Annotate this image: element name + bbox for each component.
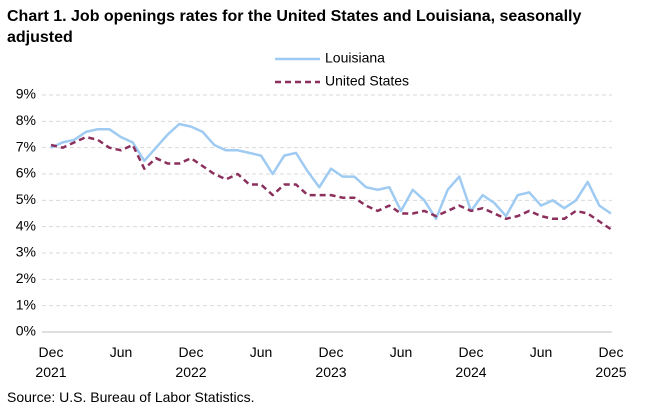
x-tick-label: Dec 2021	[35, 344, 67, 380]
y-tick-label: 1%	[16, 296, 36, 312]
x-tick-label: Jun	[249, 344, 273, 360]
x-tick-label: Dec 2025	[595, 344, 627, 380]
x-tick-label: Jun	[529, 344, 553, 360]
x-tick-label: Dec 2024	[455, 344, 487, 380]
y-tick-label: 3%	[16, 244, 36, 260]
y-tick-label: 4%	[16, 217, 36, 233]
x-tick-label: Jun	[389, 344, 413, 360]
series-line	[50, 135, 612, 231]
y-tick-label: 5%	[16, 191, 36, 207]
x-tick-label: Dec 2022	[175, 344, 207, 380]
x-tick-label: Jun	[109, 344, 133, 360]
x-tick-label: Dec 2023	[315, 344, 347, 380]
y-tick-label: 9%	[16, 86, 36, 102]
y-tick-label: 2%	[16, 270, 36, 286]
y-tick-label: 7%	[16, 138, 36, 154]
y-tick-label: 0%	[16, 323, 36, 339]
legend-label: Louisiana	[325, 50, 385, 66]
source-note: Source: U.S. Bureau of Labor Statistics.	[7, 389, 255, 405]
y-tick-label: 6%	[16, 165, 36, 181]
chart-title: Chart 1. Job openings rates for the Unit…	[7, 8, 582, 46]
series-line	[50, 122, 612, 221]
y-tick-label: 8%	[16, 112, 36, 128]
legend-label: United States	[325, 73, 409, 89]
